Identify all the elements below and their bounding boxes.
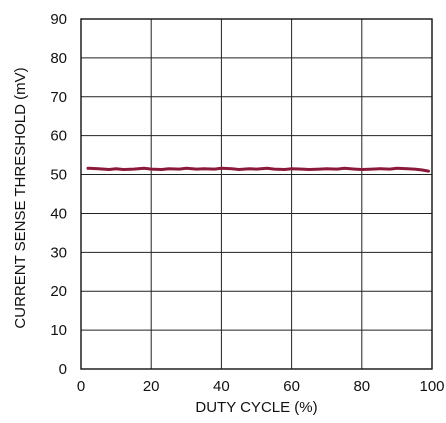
y-tick-labels: 0 10 20 30 40 50 60 70 80 90 bbox=[50, 11, 67, 378]
y-tick-label-8: 80 bbox=[50, 50, 67, 67]
x-tick-label-3: 60 bbox=[283, 378, 300, 395]
series-line-0 bbox=[86, 166, 430, 173]
x-tick-label-0: 0 bbox=[77, 378, 85, 395]
y-tick-label-2: 20 bbox=[50, 283, 67, 300]
grid bbox=[81, 19, 432, 369]
plot-frame bbox=[80, 18, 433, 370]
y-tick-label-6: 60 bbox=[50, 128, 67, 145]
x-tick-labels: 0 20 40 60 80 100 bbox=[77, 378, 445, 395]
y-tick-label-0: 0 bbox=[59, 361, 67, 378]
series-group bbox=[86, 166, 430, 173]
y-axis-title: CURRENT SENSE THRESHOLD (mV) bbox=[12, 67, 29, 328]
x-tick-label-2: 40 bbox=[213, 378, 230, 395]
x-tick-label-4: 80 bbox=[353, 378, 370, 395]
y-tick-label-9: 90 bbox=[50, 11, 67, 28]
y-tick-label-7: 70 bbox=[50, 89, 67, 106]
y-tick-label-1: 10 bbox=[50, 322, 67, 339]
x-axis-title: DUTY CYCLE (%) bbox=[195, 399, 317, 416]
y-tick-label-4: 40 bbox=[50, 205, 67, 222]
y-tick-label-3: 30 bbox=[50, 244, 67, 261]
y-tick-label-5: 50 bbox=[50, 167, 67, 184]
x-tick-label-1: 20 bbox=[143, 378, 160, 395]
x-tick-label-5: 100 bbox=[419, 378, 444, 395]
